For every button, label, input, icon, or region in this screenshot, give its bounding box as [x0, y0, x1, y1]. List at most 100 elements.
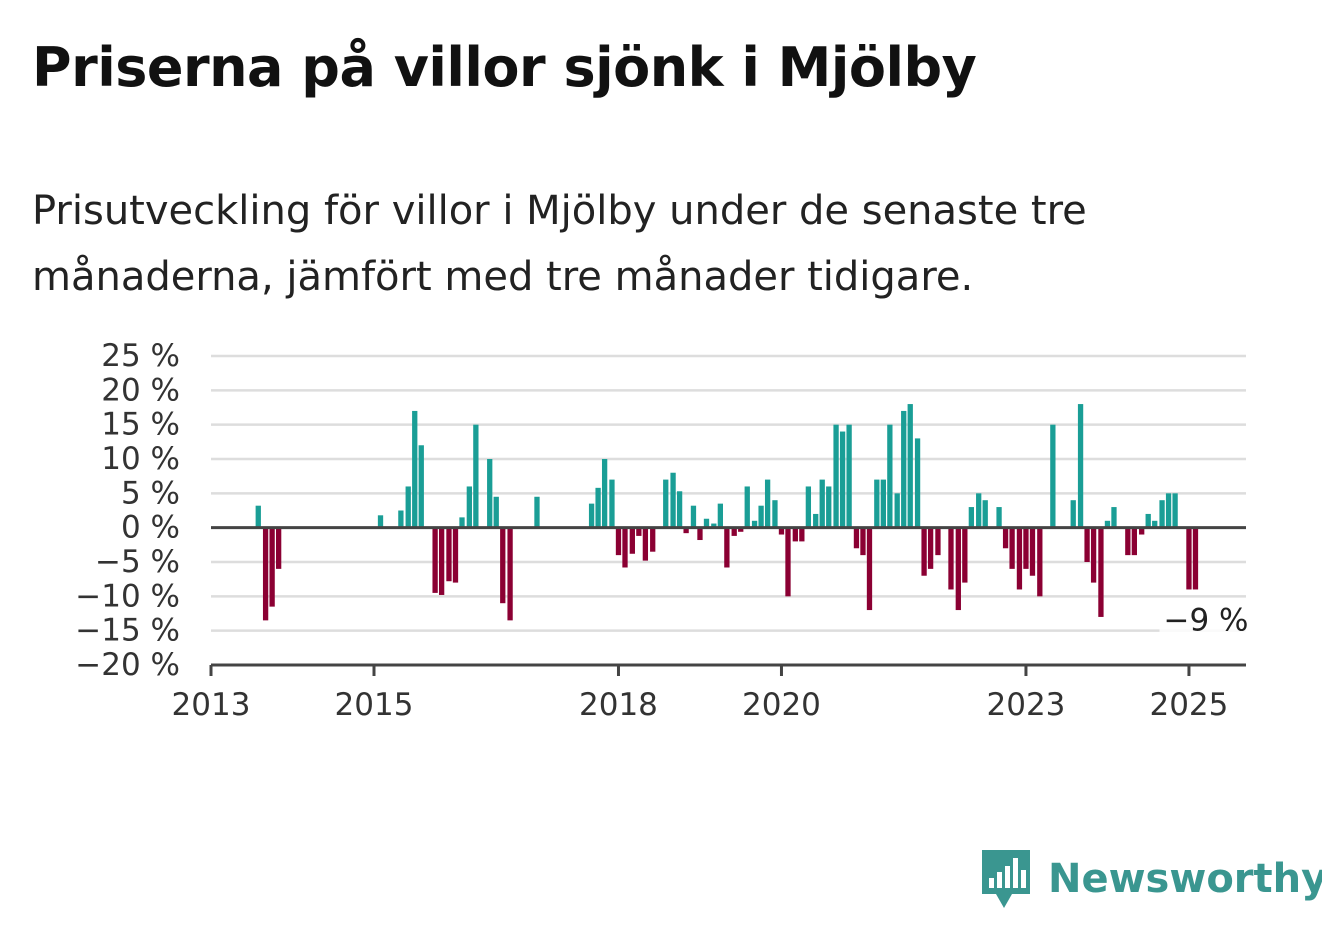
bar-positive	[914, 438, 921, 528]
bar-negative	[921, 527, 927, 576]
bar-negative	[1098, 527, 1104, 617]
y-tick-label: 5 %	[121, 475, 180, 511]
bar-negative	[948, 527, 954, 590]
bar-positive	[1165, 493, 1172, 528]
bar-positive	[772, 500, 778, 528]
bar-positive	[1159, 500, 1165, 528]
bar-positive	[833, 424, 839, 528]
bar-negative	[1037, 527, 1043, 597]
bar-positive	[405, 486, 411, 528]
chart-subtitle: Prisutveckling för villor i Mjölby under…	[32, 188, 1087, 300]
bar-negative	[860, 527, 866, 556]
y-axis-ticks: 25 %20 %15 %10 %5 %0 %−5 %−10 %−15 %−20 …	[75, 338, 180, 683]
chart-title: Priserna på villor sjönk i Mjölby	[32, 36, 977, 99]
bar-positive	[459, 517, 465, 528]
bar-positive	[601, 459, 608, 528]
y-tick-label: −5 %	[95, 544, 180, 580]
bar-negative	[507, 527, 513, 621]
bar-negative	[432, 527, 438, 593]
logo-text: Newsworthy	[1048, 856, 1322, 902]
bar-positive	[377, 515, 384, 528]
bar-positive	[968, 507, 975, 528]
bar-negative	[1139, 527, 1145, 535]
bar-negative	[1131, 527, 1137, 556]
bar-positive	[466, 486, 472, 528]
bar-positive	[703, 518, 710, 528]
x-tick-label: 2020	[742, 687, 821, 723]
y-tick-label: 15 %	[101, 407, 180, 443]
bar-positive	[493, 496, 499, 528]
bar-positive	[874, 479, 880, 528]
bar-negative	[799, 527, 805, 542]
bar-positive	[1077, 404, 1084, 528]
bar-negative	[731, 527, 737, 536]
bar-positive	[758, 505, 764, 528]
bar-negative	[1009, 527, 1015, 569]
bar-negative	[792, 527, 798, 542]
bar-negative	[438, 527, 445, 595]
gridlines	[211, 354, 1246, 632]
bar-positive	[670, 472, 676, 528]
bar-negative	[955, 527, 961, 611]
bar-positive	[805, 486, 812, 528]
bar-negative	[269, 527, 275, 607]
bar-negative	[785, 527, 791, 597]
x-tick-label: 2015	[335, 687, 414, 723]
y-tick-label: −10 %	[75, 578, 180, 614]
bar-positive	[826, 486, 832, 528]
bar-negative	[1090, 527, 1097, 583]
bar-positive	[982, 500, 988, 528]
bar-negative	[683, 527, 689, 534]
bar-negative	[778, 527, 785, 535]
bar-negative	[275, 527, 282, 569]
bars	[255, 404, 1199, 621]
bar-positive	[711, 523, 717, 528]
bar-positive	[595, 487, 601, 528]
bar-positive	[894, 493, 900, 528]
bar-positive	[487, 459, 493, 528]
newsworthy-logo-icon	[982, 850, 1030, 908]
bar-positive	[744, 486, 750, 528]
bar-positive	[717, 503, 723, 528]
bar-negative	[642, 527, 649, 561]
bar-positive	[1152, 520, 1158, 528]
bar-negative	[738, 527, 744, 532]
bar-negative	[927, 527, 934, 569]
bar-negative	[1029, 527, 1036, 576]
bar-positive	[846, 424, 852, 528]
bar-negative	[1084, 527, 1090, 562]
bar-negative	[1125, 527, 1131, 556]
annotation-bg	[1159, 600, 1256, 641]
bar-negative	[636, 527, 642, 536]
bar-positive	[1104, 520, 1111, 528]
bar-positive	[1050, 424, 1056, 528]
bar-negative	[1023, 527, 1029, 569]
bar-positive	[663, 479, 669, 528]
bar-positive	[976, 493, 982, 528]
bar-positive	[412, 410, 418, 528]
bar-positive	[1145, 513, 1151, 528]
bar-negative	[1192, 527, 1199, 590]
bar-positive	[901, 410, 907, 528]
bar-positive	[473, 424, 479, 528]
bar-positive	[764, 479, 771, 528]
x-tick-label: 2023	[987, 687, 1066, 723]
bar-positive	[1111, 507, 1117, 528]
axes	[211, 526, 1246, 667]
x-axis-ticks: 2013 2015 2018 2020 2023 2025	[172, 665, 1228, 723]
bar-positive	[690, 505, 697, 528]
bar-positive	[255, 505, 261, 528]
bar-positive	[751, 520, 758, 528]
bar-positive	[887, 424, 893, 528]
x-tick-label: 2018	[579, 687, 658, 723]
bar-positive	[996, 507, 1002, 528]
y-tick-label: 0 %	[121, 510, 180, 546]
bar-positive	[907, 404, 913, 528]
bar-negative	[853, 527, 860, 549]
annotations: −9 %	[1159, 600, 1256, 641]
bar-positive	[398, 510, 404, 528]
y-tick-label: 20 %	[101, 372, 180, 408]
y-tick-label: 25 %	[101, 338, 180, 374]
bar-negative	[615, 527, 622, 556]
annotation-label: −9 %	[1163, 602, 1248, 638]
